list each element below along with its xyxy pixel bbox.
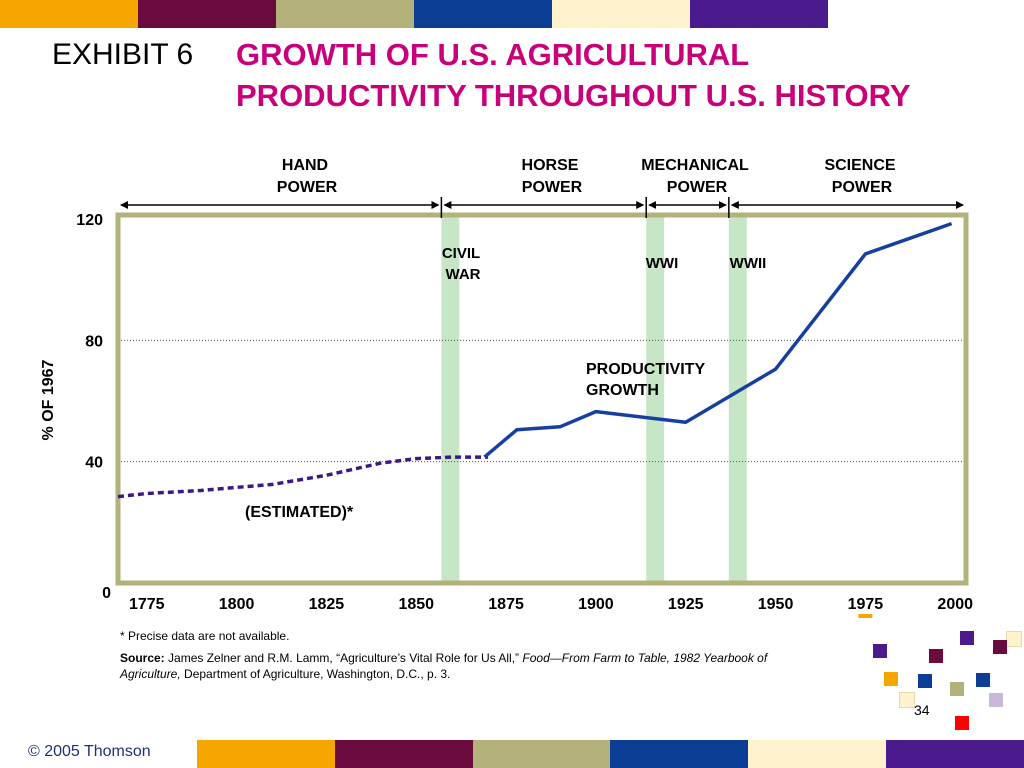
decor-square xyxy=(918,674,932,688)
page-number: 34 xyxy=(914,702,930,718)
decor-square xyxy=(955,716,969,730)
stripe-blue xyxy=(414,0,552,28)
x-tick-label: 1775 xyxy=(129,596,165,613)
era-label: POWER xyxy=(832,179,893,196)
decor-square xyxy=(873,644,887,658)
source-citation: Source: James Zelner and R.M. Lamm, “Agr… xyxy=(120,650,820,682)
source-rest: Department of Agriculture, Washington, D… xyxy=(184,667,451,681)
era-label: SCIENCE xyxy=(824,157,895,174)
copyright-notice: © 2005 Thomson xyxy=(28,743,151,760)
source-label: Source: xyxy=(120,651,165,665)
y-tick-label: 120 xyxy=(76,212,103,229)
tick-underline xyxy=(858,614,873,618)
x-tick-label: 1975 xyxy=(848,596,884,613)
x-tick-label: 1950 xyxy=(758,596,794,613)
stripe-maroon xyxy=(334,740,473,768)
band-label: WAR xyxy=(446,266,481,283)
stripe-cream xyxy=(552,0,690,28)
stripe-cream xyxy=(748,740,887,768)
series-label: (ESTIMATED)* xyxy=(245,504,354,521)
title-line-1: GROWTH OF U.S. AGRICULTURAL xyxy=(236,37,750,72)
decor-square xyxy=(976,673,990,687)
axis-labels: 0 40 80 120 1775 1800 1825 1850 1875 1900 1925 1950… xyxy=(40,212,973,618)
series-line xyxy=(117,455,489,499)
decor-square xyxy=(1006,631,1022,647)
series-label: PRODUCTIVITY xyxy=(586,361,705,378)
war-band xyxy=(646,215,665,583)
decor-square xyxy=(884,672,898,686)
decor-square xyxy=(989,693,1003,707)
era-label: POWER xyxy=(667,179,728,196)
band-label: CIVIL xyxy=(442,245,480,262)
series-label: GROWTH xyxy=(586,382,659,399)
x-tick-label: 1900 xyxy=(578,596,614,613)
decor-square xyxy=(929,649,943,663)
stripe-maroon xyxy=(138,0,276,28)
x-tick-label: 1825 xyxy=(309,596,345,613)
x-tick-label: 1800 xyxy=(219,596,255,613)
era-arrows: HAND POWER HORSE POWER MECHANICAL POWER SCIENC… xyxy=(120,157,964,218)
decor-square xyxy=(993,640,1007,654)
gridlines xyxy=(118,339,966,463)
decor-square xyxy=(899,692,915,708)
bottom-color-stripes xyxy=(197,740,1024,768)
source-publication: Food—From Farm to Table, 1982 Yearbook o… xyxy=(120,651,768,681)
era-label: HORSE xyxy=(522,157,579,174)
y-tick-label: 80 xyxy=(85,333,103,350)
x-tick-label: 1925 xyxy=(668,596,704,613)
plot-frame xyxy=(115,212,969,586)
x-tick-label: 1850 xyxy=(398,596,434,613)
chart-labels: CIVIL WAR WWI WWII (ESTIMATED)* PRODUCTIVITY G… xyxy=(245,245,766,521)
band-label: WWII xyxy=(730,255,767,272)
x-tick-label: 1875 xyxy=(488,596,524,613)
footnote: * Precise data are not available. xyxy=(120,629,290,643)
title-line-2: PRODUCTIVITY THROUGHOUT U.S. HISTORY xyxy=(236,78,911,113)
top-color-stripes xyxy=(0,0,828,28)
war-band xyxy=(441,215,460,583)
y-axis-label: % OF 1967 xyxy=(40,359,57,440)
x-tick-label: 2000 xyxy=(937,596,973,613)
stripe-purple xyxy=(886,740,1024,768)
era-label: MECHANICAL xyxy=(641,157,749,174)
source-text: James Zelner and R.M. Lamm, “Agriculture… xyxy=(168,651,520,665)
series-lines xyxy=(117,221,953,499)
y-tick-label: 0 xyxy=(102,585,111,602)
decor-square xyxy=(950,682,964,696)
era-label: POWER xyxy=(522,179,583,196)
page-title: GROWTH OF U.S. AGRICULTURAL PRODUCTIVITY… xyxy=(236,34,911,116)
exhibit-label: EXHIBIT 6 xyxy=(52,38,194,71)
decor-square xyxy=(960,631,974,645)
band-label: WWI xyxy=(646,255,678,272)
war-bands xyxy=(441,215,747,583)
stripe-olive xyxy=(472,740,611,768)
productivity-chart: HAND POWER HORSE POWER MECHANICAL POWER SCIENC… xyxy=(40,157,973,618)
stripe-blue xyxy=(610,740,749,768)
era-label: HAND xyxy=(282,157,328,174)
stripe-olive xyxy=(276,0,414,28)
series-line xyxy=(483,221,953,459)
stripe-purple xyxy=(690,0,828,28)
stripe-orange xyxy=(0,0,138,28)
war-band xyxy=(728,215,747,583)
era-label: POWER xyxy=(277,179,338,196)
y-tick-label: 40 xyxy=(85,455,103,472)
stripe-orange xyxy=(197,740,335,768)
